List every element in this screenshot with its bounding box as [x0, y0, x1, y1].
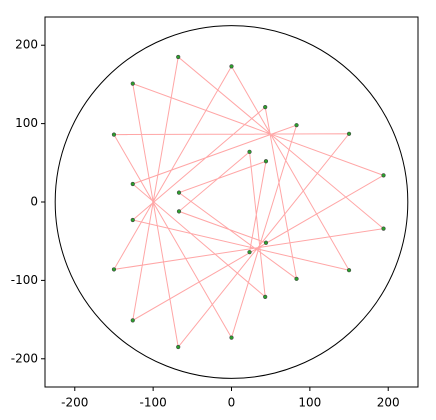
point: [294, 123, 299, 128]
point: [111, 132, 117, 137]
x-tick-label: -200: [61, 396, 88, 410]
point: [263, 294, 268, 299]
point: [346, 131, 352, 136]
y-tick-label: -100: [11, 273, 38, 287]
point: [176, 344, 181, 350]
point: [229, 64, 234, 69]
point: [176, 209, 182, 214]
point: [176, 190, 182, 195]
point: [111, 267, 117, 272]
y-tick-label: 0: [30, 195, 38, 209]
point: [247, 149, 252, 154]
x-tick-label: -100: [140, 396, 167, 410]
point: [229, 335, 234, 340]
point: [346, 268, 352, 273]
y-tick-label: -200: [11, 351, 38, 365]
point: [381, 173, 386, 178]
point: [294, 276, 299, 281]
point: [263, 240, 269, 245]
y-tick-label: 100: [15, 116, 38, 130]
x-tick-label: 0: [228, 396, 236, 410]
point: [247, 250, 252, 255]
chord-line: [113, 56, 385, 349]
x-tick-label: 200: [377, 396, 400, 410]
point: [130, 318, 135, 323]
y-tick-label: 200: [15, 38, 38, 52]
x-tick-label: 100: [298, 396, 321, 410]
point: [263, 159, 269, 164]
circle: [54, 25, 409, 379]
point: [263, 105, 268, 110]
point: [130, 217, 135, 223]
point: [130, 181, 135, 187]
point: [381, 226, 386, 231]
point: [130, 81, 135, 86]
point: [176, 54, 181, 60]
